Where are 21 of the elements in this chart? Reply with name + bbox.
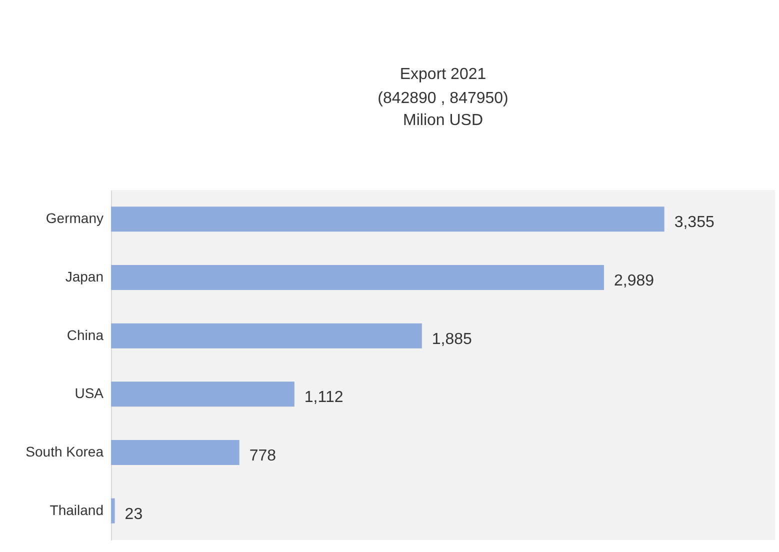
chart-title: Export 2021 <box>400 66 486 83</box>
bar <box>111 440 240 465</box>
data-label: 2,989 <box>614 272 654 290</box>
data-label: 778 <box>249 448 276 464</box>
data-label: 1,885 <box>432 330 472 348</box>
bar <box>111 323 422 348</box>
y-tick-label: Thailand <box>50 502 104 518</box>
y-tick-label: China <box>66 326 104 343</box>
text: Milion USD <box>402 112 484 129</box>
data-label: 23 <box>124 506 143 523</box>
y-tick-label: Germany <box>46 210 104 226</box>
y-tick-label: South Korea <box>26 444 104 460</box>
bar <box>111 382 294 407</box>
y-tick-label: USA <box>74 385 104 402</box>
data-label: 3,355 <box>674 214 714 232</box>
bar <box>111 498 115 524</box>
bar <box>111 265 604 290</box>
chart-subtitle: (842890 , 847950) <box>378 90 508 107</box>
data-label: 1,112 <box>304 389 344 406</box>
y-tick-label: Japan <box>65 268 104 284</box>
bar <box>111 206 664 232</box>
